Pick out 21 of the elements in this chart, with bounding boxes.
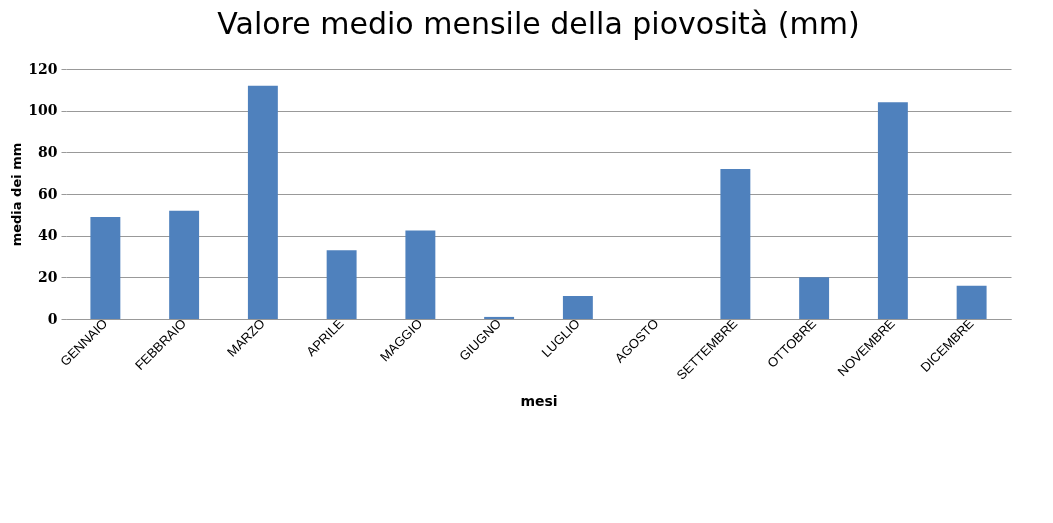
- bar: [90, 216, 121, 319]
- y-tick-label: 40: [38, 227, 58, 244]
- x-axis-title: mesi: [520, 392, 558, 409]
- bar: [956, 285, 987, 319]
- y-tick-label: 60: [38, 185, 58, 202]
- y-tick-label: 20: [38, 268, 58, 285]
- y-tick-label: 0: [47, 310, 58, 327]
- bar: [799, 277, 830, 319]
- bar: [405, 230, 436, 319]
- bar: [484, 316, 515, 319]
- chart-title: Valore medio mensile della piovosità (mm): [217, 6, 860, 41]
- bar: [326, 250, 357, 319]
- y-tick-label: 120: [28, 60, 58, 77]
- y-tick-label: 100: [28, 102, 58, 119]
- bar: [562, 296, 593, 319]
- bar: [877, 102, 908, 319]
- bar: [720, 169, 751, 319]
- bar: [247, 85, 278, 319]
- y-tick-label: 80: [38, 143, 58, 160]
- bar: [169, 210, 200, 319]
- y-axis-title: media dei mm: [9, 142, 25, 247]
